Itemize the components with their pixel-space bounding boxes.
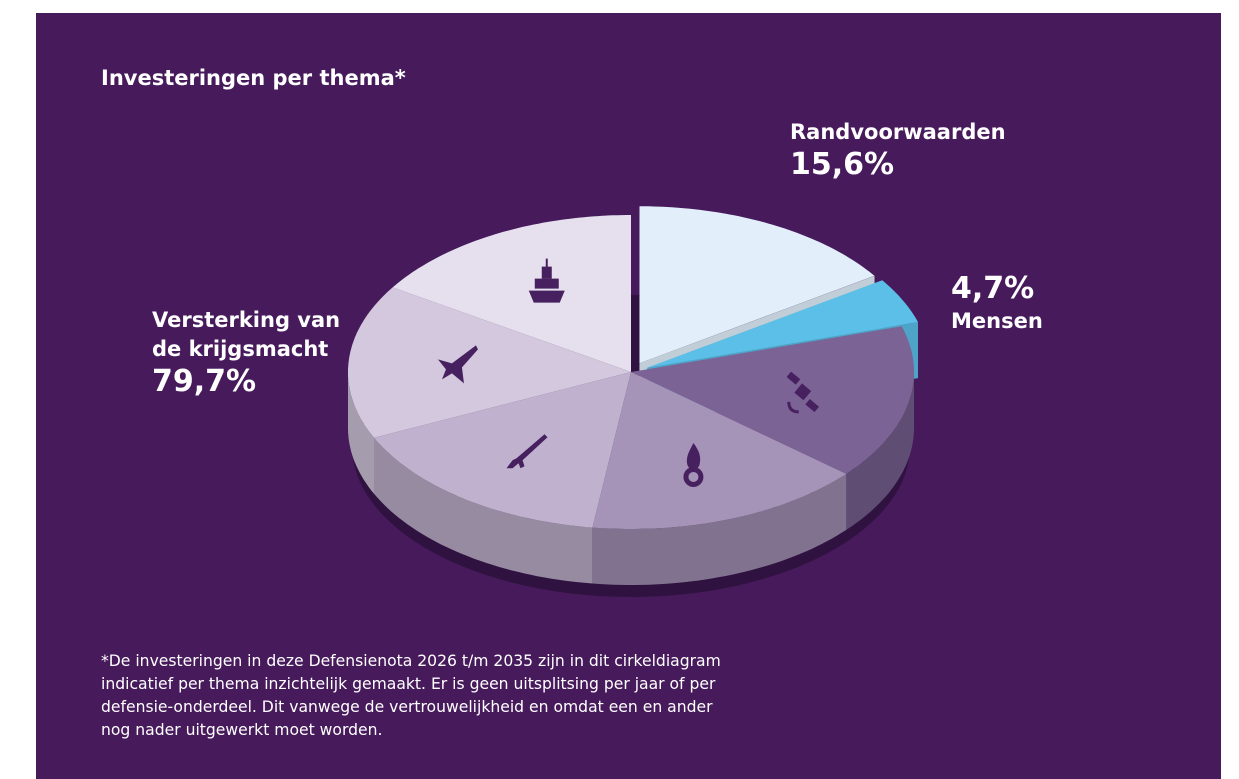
pie-side-wall [846, 372, 914, 530]
satellite-icon [786, 371, 819, 414]
pie-side-wall [348, 372, 374, 494]
pie-side-wall [374, 437, 593, 584]
fighter-jet-icon [437, 345, 478, 384]
chart-title: Investeringen per thema* [101, 66, 406, 90]
pie-slice [392, 215, 631, 372]
pie-slice [374, 372, 631, 528]
pie-slice [592, 372, 847, 529]
label-randvoorwaarden-name: Randvoorwaarden [790, 120, 1006, 144]
footnote-line: indicatief per thema inzichtelijk gemaak… [101, 675, 716, 693]
rifle-icon [506, 434, 548, 469]
label-randvoorwaarden: Randvoorwaarden 15,6% [790, 118, 1006, 183]
pie-slice [631, 326, 914, 474]
ship-icon [528, 258, 565, 303]
label-mensen: 4,7% Mensen [951, 271, 1043, 336]
label-versterking-line1: Versterking van [152, 308, 341, 332]
footnote-line: defensie-onderdeel. Dit vanwege de vertr… [101, 698, 713, 716]
label-mensen-name: Mensen [951, 309, 1043, 333]
footnote-line: *De investeringen in deze Defensienota 2… [101, 652, 721, 670]
label-versterking: Versterking van de krijgsmacht 79,7% [152, 306, 340, 400]
label-randvoorwaarden-pct: 15,6% [790, 147, 895, 182]
pie-slice [348, 287, 631, 438]
grenade-icon [683, 442, 704, 487]
pie-slice [639, 206, 875, 364]
label-versterking-pct: 79,7% [152, 364, 257, 399]
pie-slice [647, 280, 918, 368]
label-versterking-line2: de krijgsmacht [152, 337, 329, 361]
label-mensen-pct: 4,7% [951, 271, 1035, 306]
footnote-line: nog nader uitgewerkt moet worden. [101, 721, 383, 739]
footnote: *De investeringen in deze Defensienota 2… [101, 650, 821, 742]
pie-side-wall [592, 473, 847, 585]
